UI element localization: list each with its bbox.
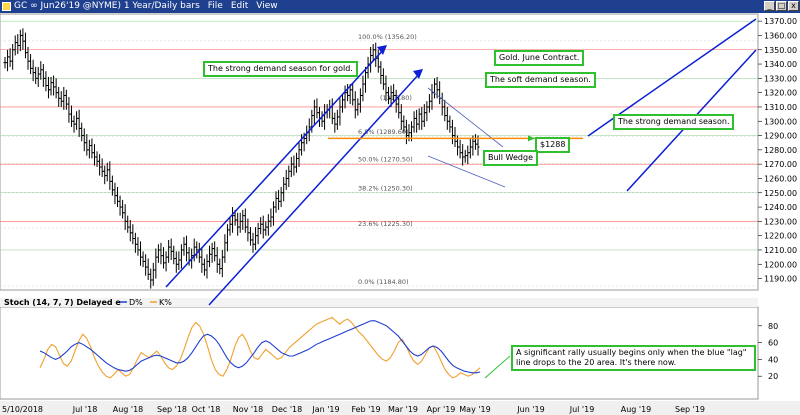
x-tick-label: Nov '18 (233, 405, 264, 414)
y-tick-label: 1310.00 (764, 103, 797, 112)
channel-arrow (413, 69, 423, 79)
stoch-tick-label: 80 (768, 322, 778, 331)
stoch-title: Stoch (14, 7, 7) Delayed e (4, 298, 121, 307)
x-tick-label: Sep '19 (675, 405, 705, 414)
y-tick-label: 1300.00 (764, 117, 797, 126)
wedge-lower-line (427, 155, 506, 188)
window-title: GC ∞ Jun26'19 @NYME) 1 Year/Daily bars (14, 1, 200, 11)
y-tick-label: 1210.00 (764, 246, 797, 255)
fib-label: 38.2% (1250.30) (358, 184, 413, 192)
channel-upper-line (165, 47, 386, 288)
y-tick-label: 1290.00 (764, 132, 797, 141)
stoch-tick-label: 60 (768, 339, 778, 348)
y-tick-label: 1330.00 (764, 74, 797, 83)
title-bar: GC ∞ Jun26'19 @NYME) 1 Year/Daily bars F… (0, 0, 800, 13)
y-tick-label: 1270.00 (764, 160, 797, 169)
legend-label-k: K% (159, 298, 172, 307)
fib-label: 0.0% (1184.80) (358, 278, 409, 286)
fib-label: 23.6% (1225.30) (358, 220, 413, 228)
y-tick-label: 1250.00 (764, 189, 797, 198)
wedge-upper-line (427, 87, 504, 148)
y-tick-label: 1240.00 (764, 203, 797, 212)
y-tick-label: 1360.00 (764, 31, 797, 40)
stoch-d-line (39, 320, 481, 374)
menu-edit[interactable]: Edit (230, 1, 249, 11)
annotation-strong-demand-gold: The strong demand season for gold. (203, 61, 358, 77)
x-tick-label: Mar '19 (388, 405, 418, 414)
annotation-rally-note: A significant rally usually begins only … (511, 345, 756, 371)
x-tick-label: Apr '19 (427, 405, 456, 414)
x-tick-label: Jul '18 (72, 405, 98, 414)
annotation-soft-demand: The soft demand season. (485, 72, 596, 88)
x-tick-label: 5/10/2018 (2, 405, 43, 414)
y-tick-label: 1190.00 (764, 275, 797, 284)
y-tick-label: 1320.00 (764, 89, 797, 98)
fib-label: 50.0% (1270.50) (358, 155, 413, 163)
price-badge: $1288 (535, 137, 571, 153)
callout-arrow (484, 355, 511, 379)
x-tick-label: Oct '18 (192, 405, 221, 414)
menu-file[interactable]: File (207, 1, 223, 11)
window-controls: _ □ x (764, 1, 799, 11)
y-tick-label: 1370.00 (764, 17, 797, 26)
stoch-tick-label: 40 (768, 355, 778, 364)
channel-lower-line (208, 72, 421, 306)
x-tick-label: Jun '19 (516, 405, 544, 414)
y-tick-label: 1340.00 (764, 60, 797, 69)
fib-label: 100.0% (1356.20) (358, 33, 417, 41)
support-marker (528, 135, 535, 142)
legend-label-d: D% (129, 298, 143, 307)
y-tick-label: 1230.00 (764, 217, 797, 226)
x-axis-bar (0, 401, 800, 415)
x-tick-label: May '19 (459, 405, 490, 414)
annotation-strong-demand: The strong demand season. (613, 114, 735, 130)
stoch-header (0, 298, 758, 307)
y-tick-label: 1350.00 (764, 46, 797, 55)
y-tick-label: 1280.00 (764, 146, 797, 155)
y-tick-label: 1260.00 (764, 174, 797, 183)
annotation-bull-wedge: Bull Wedge (483, 150, 538, 166)
x-tick-label: Sep '18 (157, 405, 187, 414)
stoch-tick-label: 20 (768, 372, 778, 381)
minimize-icon[interactable]: _ (764, 1, 775, 11)
y-tick-label: 1200.00 (764, 260, 797, 269)
fib-label: 6.8% (1289.60) (358, 128, 409, 136)
close-icon[interactable]: x (788, 1, 799, 11)
menu-view[interactable]: View (256, 1, 278, 11)
x-tick-label: Jul '19 (569, 405, 595, 414)
x-tick-label: Feb '19 (351, 405, 380, 414)
price-panel (0, 13, 759, 291)
channel-arrow (377, 45, 387, 55)
x-tick-label: Aug '19 (621, 405, 652, 414)
x-tick-label: Dec '18 (272, 405, 302, 414)
app-icon (2, 2, 11, 11)
annotation-gold-june: Gold. June Contract. (494, 50, 585, 66)
x-tick-label: Aug '18 (113, 405, 144, 414)
maximize-icon[interactable]: □ (776, 1, 787, 11)
x-tick-label: Jan '19 (311, 405, 339, 414)
y-tick-label: 1220.00 (764, 232, 797, 241)
